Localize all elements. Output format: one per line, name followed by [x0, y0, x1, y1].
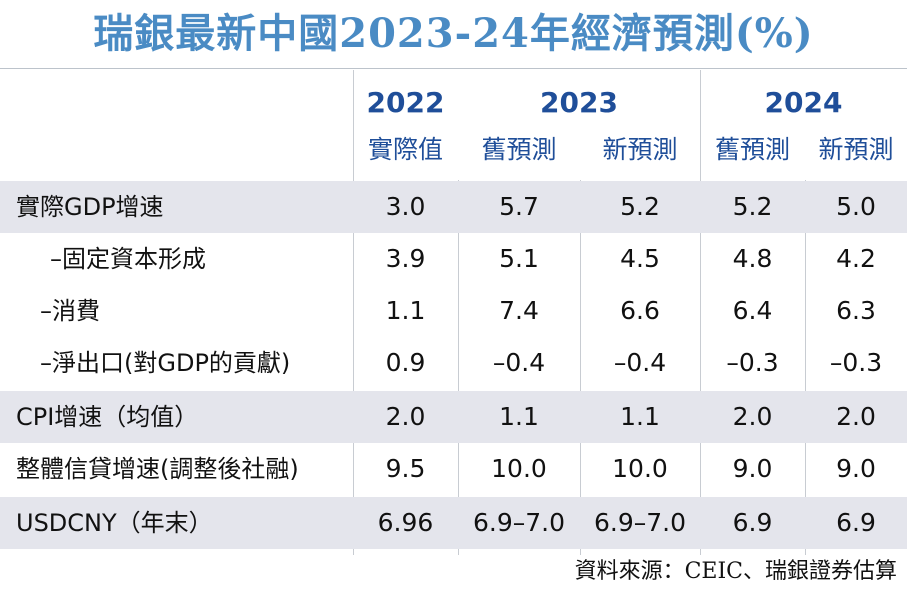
row-label: –淨出口(對GDP的貢獻)	[40, 349, 291, 377]
column-divider	[458, 180, 459, 555]
table-cell: 6.9	[732, 508, 773, 537]
table-cell: 6.6	[620, 296, 660, 325]
year-header-2024: 2024	[764, 86, 843, 119]
table-cell: 2.0	[836, 402, 876, 431]
table-cell: 5.1	[499, 244, 539, 273]
table-cell: 5.0	[836, 192, 876, 221]
table-cell: 6.4	[732, 296, 773, 325]
table-cell: –0.3	[726, 348, 779, 377]
table-cell: 10.0	[491, 454, 547, 483]
col-header-old-forecast-2023: 舊預測	[481, 135, 557, 164]
source-note: 資料來源：CEIC、瑞銀證券估算	[574, 559, 897, 584]
column-divider	[700, 70, 701, 555]
year-header-2022: 2022	[366, 86, 445, 119]
col-header-new-forecast-2024: 新預測	[818, 135, 894, 164]
table-cell: 1.1	[385, 296, 426, 325]
column-divider	[805, 180, 806, 555]
page-title: 瑞銀最新中國2023-24年經濟預測(%)	[93, 10, 814, 57]
table-cell: –0.4	[492, 348, 546, 377]
table-cell: 0.9	[385, 348, 426, 377]
table-cell: 3.9	[385, 244, 426, 273]
table-cell: 4.2	[836, 244, 876, 273]
row-label: –固定資本形成	[50, 245, 206, 273]
year-header-2023: 2023	[540, 86, 618, 119]
table-cell: 4.8	[732, 244, 773, 273]
table-cell: 1.1	[499, 402, 539, 431]
table-row: 實際GDP增速 3.0 5.7 5.2 5.2 5.0	[0, 181, 907, 233]
table-cell: 3.0	[385, 192, 426, 221]
table-row: 整體信貸增速(調整後社融) 9.5 10.0 10.0 9.0 9.0	[0, 443, 907, 495]
table-cell: 9.0	[732, 454, 773, 483]
row-label: –消費	[40, 297, 100, 325]
table-cell: 4.5	[620, 244, 660, 273]
table-cell: 7.4	[499, 296, 539, 325]
row-label: CPI增速（均值）	[16, 403, 199, 431]
table-cell: 1.1	[620, 402, 660, 431]
column-divider	[353, 70, 354, 555]
table-cell: –0.4	[613, 348, 667, 377]
col-header-actual-2022: 實際值	[367, 135, 443, 164]
table-cell: 2.0	[385, 402, 426, 431]
table-cell: 6.9–7.0	[472, 508, 566, 537]
table-row: –消費 1.1 7.4 6.6 6.4 6.3	[0, 285, 907, 337]
header-divider	[0, 68, 907, 69]
table-row: USDCNY（年末） 6.96 6.9–7.0 6.9–7.0 6.9 6.9	[0, 497, 907, 549]
table-row: –淨出口(對GDP的貢獻) 0.9 –0.4 –0.4 –0.3 –0.3	[0, 337, 907, 389]
row-label: 整體信貸增速(調整後社融)	[16, 455, 299, 483]
table-cell: 6.9	[836, 508, 876, 537]
table-row: CPI增速（均值） 2.0 1.1 1.1 2.0 2.0	[0, 391, 907, 443]
table-cell: 9.5	[385, 454, 426, 483]
table-cell: 2.0	[732, 402, 773, 431]
table-cell: 5.7	[499, 192, 539, 221]
table-cell: 10.0	[612, 454, 668, 483]
table-cell: –0.3	[829, 348, 883, 377]
table-cell: 6.3	[836, 296, 876, 325]
col-header-new-forecast-2023: 新預測	[602, 135, 678, 164]
table-row: –固定資本形成 3.9 5.1 4.5 4.8 4.2	[0, 233, 907, 285]
row-label: USDCNY（年末）	[16, 509, 213, 537]
column-divider	[580, 180, 581, 555]
table-cell: 9.0	[836, 454, 876, 483]
col-header-old-forecast-2024: 舊預測	[714, 135, 790, 164]
table-cell: 6.96	[377, 508, 434, 537]
row-label: 實際GDP增速	[16, 193, 164, 221]
table-cell: 6.9–7.0	[593, 508, 687, 537]
table-cell: 5.2	[732, 192, 773, 221]
table-cell: 5.2	[620, 192, 660, 221]
